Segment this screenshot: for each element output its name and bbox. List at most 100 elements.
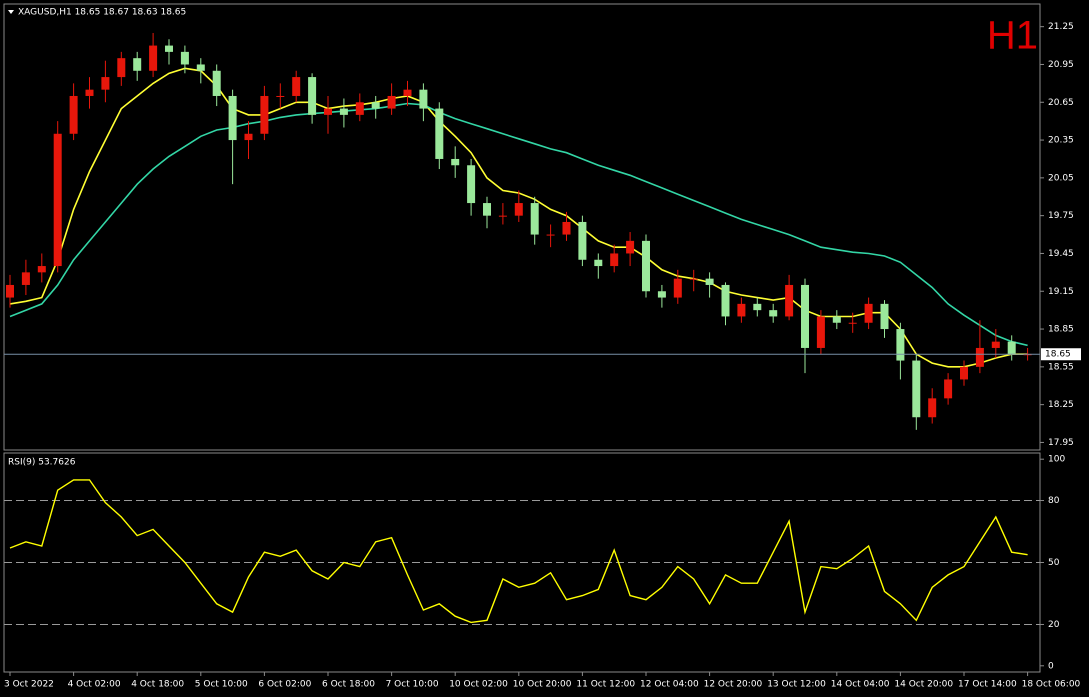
y-tick-label: 100 [1048, 455, 1065, 465]
candle-body [928, 398, 937, 418]
candle-body [244, 133, 253, 141]
candle-body [737, 303, 746, 317]
candle-body [21, 272, 30, 285]
x-tick-label: 3 Oct 2022 [4, 680, 54, 690]
x-tick-label: 10 Oct 02:00 [449, 680, 508, 690]
candle-body [117, 58, 126, 78]
candle-body [657, 291, 666, 298]
candle-body [864, 303, 873, 323]
candle-body [673, 278, 682, 298]
y-tick-label: 0 [1048, 661, 1054, 671]
candle-body [212, 70, 221, 96]
candle-body [53, 133, 62, 267]
main-panel-border [3, 3, 1041, 451]
candle-body [578, 221, 587, 260]
candle-body [165, 45, 173, 52]
candle-body [546, 234, 555, 236]
candle-body [912, 360, 921, 418]
x-tick-label: 11 Oct 12:00 [576, 680, 635, 690]
candle-body [435, 108, 444, 159]
candle-body [324, 108, 332, 115]
candle-body [753, 303, 762, 311]
candle-body [355, 102, 364, 115]
candle-body [960, 366, 968, 380]
candle-body [1007, 341, 1016, 355]
y-tick-label: 50 [1048, 558, 1060, 568]
y-tick-label: 18.25 [1048, 400, 1074, 410]
candle-body [721, 284, 730, 317]
candle-body [451, 158, 460, 166]
y-tick-label: 80 [1048, 496, 1060, 506]
rsi-title: RSI(9) 53.7626 [8, 458, 76, 468]
current-price-label: 18.65 [1045, 350, 1071, 360]
candle-body [944, 379, 953, 399]
y-tick-label: 20.35 [1048, 136, 1074, 146]
candle-body [896, 329, 905, 361]
candle-body [133, 58, 142, 71]
candle-body [991, 341, 1000, 348]
candle-body [276, 95, 285, 97]
candle-body [467, 165, 476, 204]
candle-body [785, 284, 794, 317]
candle-body [975, 347, 984, 367]
candle-body [514, 203, 523, 216]
candle-body [260, 95, 269, 134]
candle-body [848, 322, 857, 324]
y-tick-label: 19.75 [1048, 211, 1074, 221]
candle-body [196, 64, 205, 71]
candle-body [6, 284, 14, 298]
x-tick-label: 10 Oct 20:00 [513, 680, 572, 690]
x-tick-label: 5 Oct 10:00 [195, 680, 248, 690]
x-tick-label: 12 Oct 04:00 [640, 680, 699, 690]
current-price-box [1041, 348, 1081, 361]
candle-body [626, 240, 635, 254]
candle-body [562, 221, 571, 235]
y-tick-label: 20.95 [1048, 60, 1074, 70]
x-tick-label: 18 Oct 06:00 [1022, 680, 1081, 690]
candle-body [69, 95, 78, 134]
x-tick-label: 17 Oct 14:00 [958, 680, 1017, 690]
candle-body [483, 203, 491, 216]
y-tick-label: 20.65 [1048, 98, 1074, 108]
candle-body [228, 95, 237, 141]
candle-body [642, 240, 650, 292]
candle-body [498, 215, 507, 217]
candle-body [387, 95, 396, 109]
x-tick-label: 6 Oct 18:00 [322, 680, 375, 690]
candle-body [292, 77, 301, 96]
y-tick-label: 19.15 [1048, 287, 1074, 297]
y-tick-label: 21.25 [1048, 22, 1074, 32]
y-tick-label: 18.55 [1048, 362, 1074, 372]
main-title: XAGUSD,H1 18.65 18.67 18.63 18.65 [18, 8, 186, 18]
candle-body [149, 45, 158, 71]
y-tick-label: 20.05 [1048, 173, 1074, 183]
timeframe-label: H1 [987, 14, 1038, 58]
candle-body [85, 89, 94, 96]
candle-body [594, 259, 603, 267]
candle-body [689, 278, 698, 280]
rsi-line [9, 479, 1028, 624]
candle-body [419, 89, 428, 109]
x-tick-label: 7 Oct 10:00 [386, 680, 439, 690]
candle-body [801, 284, 809, 348]
candle-body [832, 316, 841, 323]
y-tick-label: 20 [1048, 620, 1060, 630]
candle-body [880, 303, 889, 330]
x-tick-label: 6 Oct 02:00 [258, 680, 311, 690]
collapse-icon[interactable] [8, 10, 14, 14]
candle-body [769, 310, 778, 317]
candle-body [705, 278, 714, 285]
candle-body [180, 51, 189, 65]
candle-body [101, 77, 110, 90]
candle-body [403, 89, 412, 96]
candle-body [610, 253, 619, 267]
y-tick-label: 18.85 [1048, 325, 1074, 335]
candle-body [371, 102, 380, 109]
x-tick-label: 4 Oct 18:00 [131, 680, 184, 690]
candle-body [339, 108, 348, 115]
x-tick-label: 4 Oct 02:00 [68, 680, 121, 690]
x-tick-label: 13 Oct 12:00 [767, 680, 826, 690]
x-tick-label: 12 Oct 20:00 [704, 680, 763, 690]
